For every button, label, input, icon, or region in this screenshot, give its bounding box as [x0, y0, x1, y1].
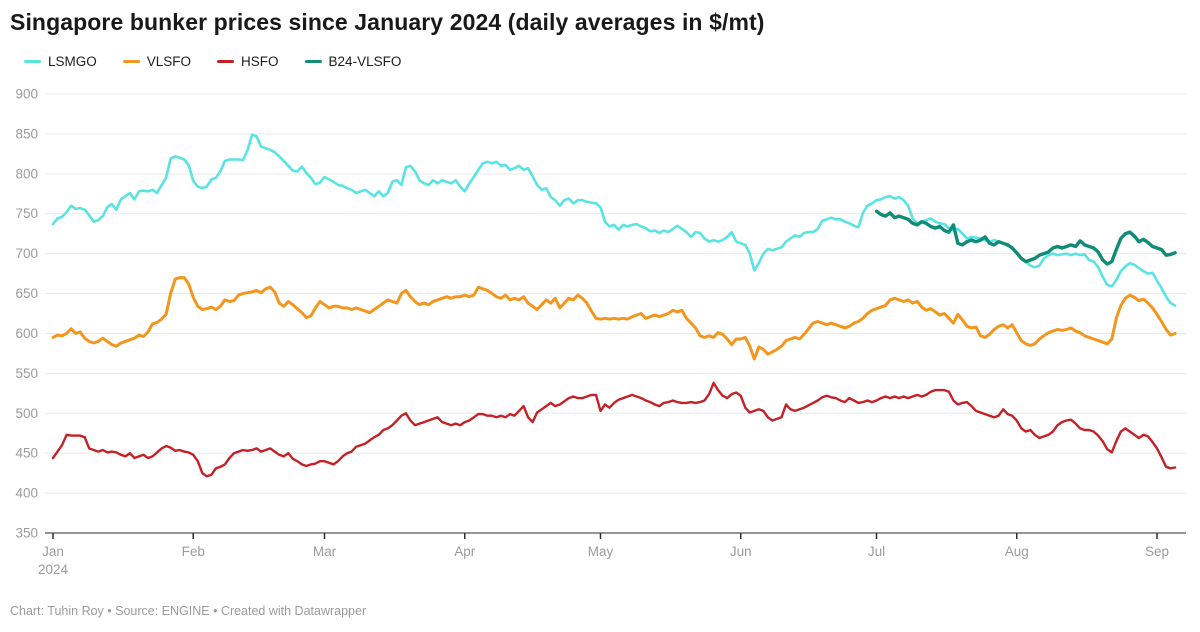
series-line-b24-vlsfo: [874, 209, 1177, 266]
legend-swatch-vlsfo: [122, 59, 140, 64]
y-tick-label-350: 350: [15, 525, 38, 540]
chart-legend: LSMGO VLSFO HSFO B24-VLSFO: [24, 54, 401, 69]
y-tick-label-550: 550: [15, 366, 38, 381]
y-tick-label-800: 800: [15, 166, 38, 181]
legend-item-vlsfo: VLSFO: [122, 54, 192, 69]
series-line-vlsfo: [51, 276, 1177, 361]
chart-credit: Chart: Tuhin Roy • Source: ENGINE • Crea…: [10, 604, 367, 618]
legend-swatch-b24-vlsfo: [304, 59, 322, 64]
x-tick-label-jul: Jul: [868, 544, 885, 559]
y-tick-label-650: 650: [15, 286, 38, 301]
legend-item-hsfo: HSFO: [217, 54, 279, 69]
legend-item-b24-vlsfo: B24-VLSFO: [304, 54, 402, 69]
x-tick-label-aug: Aug: [1005, 544, 1029, 559]
x-tick-sublabel-2024: 2024: [38, 562, 69, 577]
legend-label-b24-vlsfo: B24-VLSFO: [328, 54, 402, 69]
series-line-hsfo: [51, 381, 1177, 478]
legend-swatch-lsmgo: [24, 59, 41, 64]
x-tick-label-jan: Jan: [42, 544, 64, 559]
y-tick-label-400: 400: [15, 486, 38, 501]
legend-label-lsmgo: LSMGO: [48, 54, 97, 69]
x-tick-label-sep: Sep: [1145, 544, 1169, 559]
y-tick-label-750: 750: [15, 206, 38, 221]
page-title: Singapore bunker prices since January 20…: [10, 9, 765, 35]
legend-item-lsmgo: LSMGO: [24, 54, 97, 69]
y-tick-label-900: 900: [15, 87, 38, 102]
x-tick-label-mar: Mar: [313, 544, 337, 559]
legend-label-vlsfo: VLSFO: [146, 54, 192, 69]
legend-swatch-hsfo: [217, 59, 235, 64]
x-tick-label-jun: Jun: [730, 544, 752, 559]
y-tick-label-600: 600: [15, 326, 38, 341]
y-tick-label-700: 700: [15, 246, 38, 261]
legend-label-hsfo: HSFO: [241, 54, 279, 69]
x-tick-label-apr: Apr: [454, 544, 476, 559]
x-tick-label-may: May: [588, 544, 614, 559]
y-tick-label-850: 850: [15, 126, 38, 141]
y-tick-label-450: 450: [15, 446, 38, 461]
x-tick-label-feb: Feb: [182, 544, 205, 559]
y-tick-label-500: 500: [15, 406, 38, 421]
series-line-lsmgo: [51, 133, 1177, 307]
